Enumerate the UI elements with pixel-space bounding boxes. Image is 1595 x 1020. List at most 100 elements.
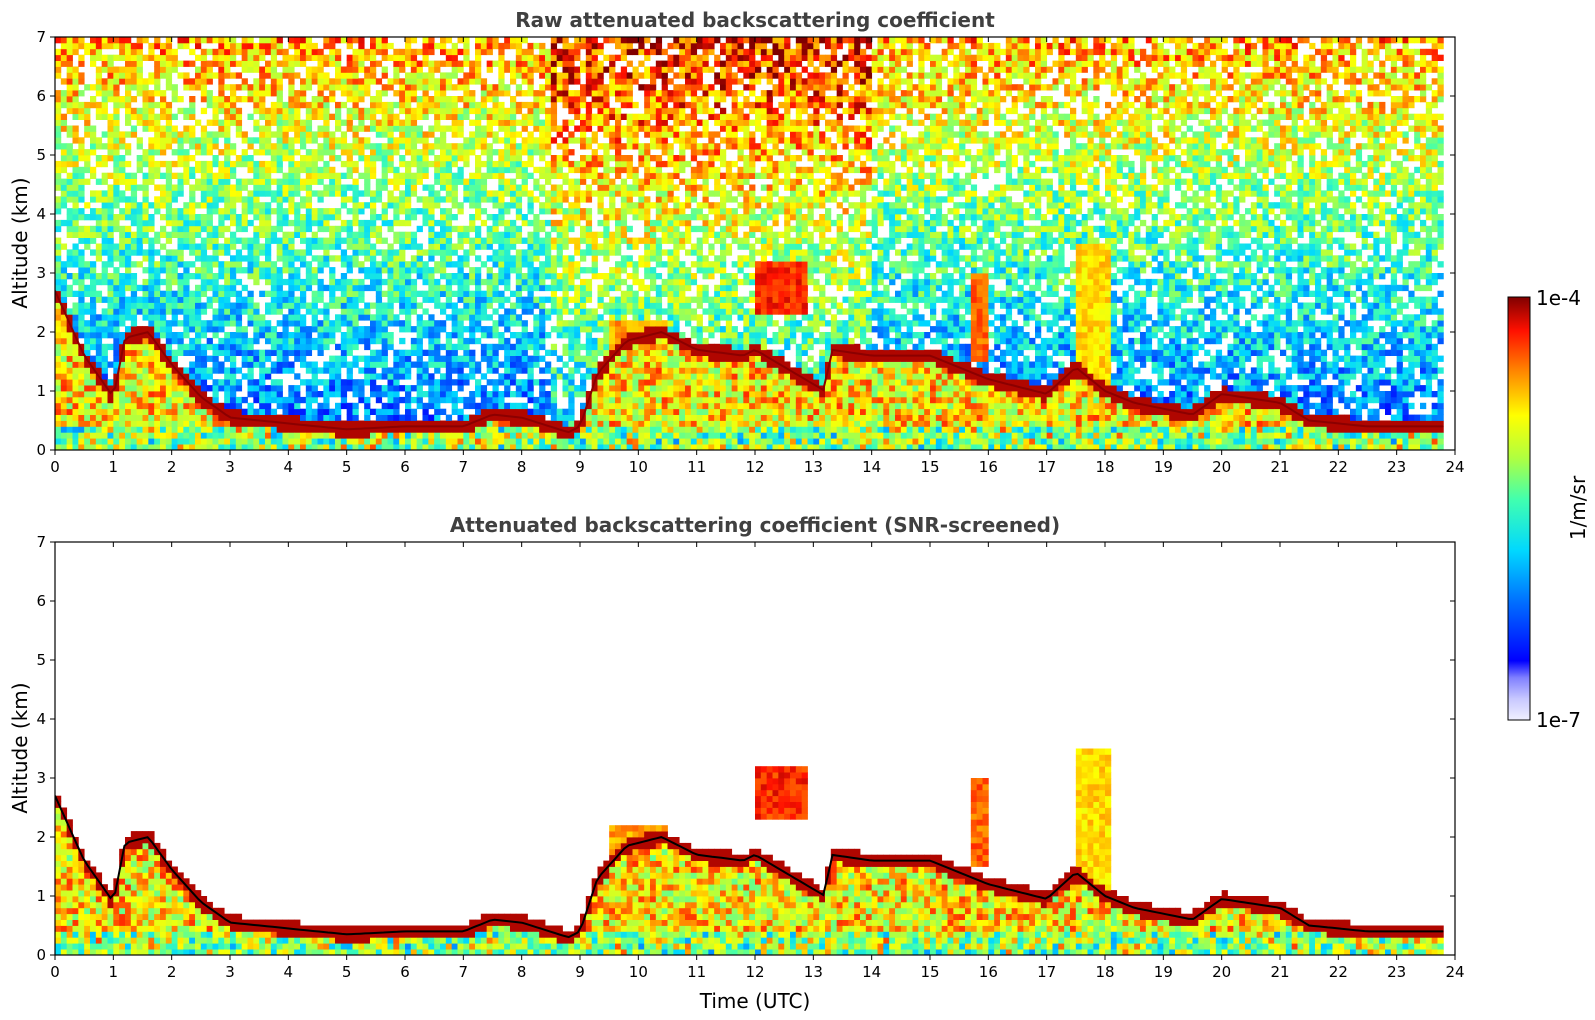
heatmap-cell xyxy=(200,391,208,398)
heatmap-cell xyxy=(568,349,575,356)
heatmap-cell xyxy=(469,438,476,445)
heatmap-cell xyxy=(305,332,313,339)
heatmap-cell xyxy=(235,219,243,227)
heatmap-cell xyxy=(66,355,73,362)
heatmap-cell xyxy=(562,84,569,91)
heatmap-cell xyxy=(288,243,295,250)
heatmap-cell xyxy=(533,438,540,445)
heatmap-cell xyxy=(282,414,289,421)
heatmap-cell xyxy=(119,273,126,280)
heatmap-cell xyxy=(136,113,143,120)
heatmap-cell xyxy=(148,149,155,156)
heatmap-cell xyxy=(451,125,458,132)
heatmap-cell xyxy=(340,308,348,315)
heatmap-cell xyxy=(381,261,388,268)
heatmap-cell xyxy=(95,66,103,73)
heatmap-cell xyxy=(375,96,383,103)
heatmap-cell xyxy=(498,149,505,156)
heatmap-cell xyxy=(498,302,505,309)
heatmap-cell xyxy=(568,414,575,421)
heatmap-cell xyxy=(189,107,196,115)
heatmap-cell xyxy=(311,379,318,386)
heatmap-cell xyxy=(422,149,429,156)
heatmap-cell xyxy=(387,225,394,233)
heatmap-cell xyxy=(72,96,79,103)
heatmap-cell xyxy=(107,314,114,321)
heatmap-cell xyxy=(346,261,353,268)
heatmap-cell xyxy=(130,432,138,439)
heatmap-cell xyxy=(101,202,108,209)
heatmap-cell xyxy=(364,343,371,351)
heatmap-cell xyxy=(463,54,470,61)
heatmap-cell xyxy=(55,438,62,445)
heatmap-cell xyxy=(416,343,423,351)
heatmap-cell xyxy=(78,314,85,321)
heatmap-cell xyxy=(440,125,447,132)
heatmap-cell xyxy=(212,190,219,197)
heatmap-cell xyxy=(305,184,313,191)
heatmap-cell xyxy=(224,131,231,138)
heatmap-cell xyxy=(107,332,114,339)
heatmap-cell xyxy=(282,361,289,368)
heatmap-cell xyxy=(480,432,488,439)
heatmap-cell xyxy=(200,278,208,286)
heatmap-cell xyxy=(265,385,272,392)
heatmap-cell xyxy=(515,273,523,280)
heatmap-cell xyxy=(457,273,464,280)
heatmap-cell xyxy=(288,261,295,268)
heatmap-cell xyxy=(416,149,423,156)
heatmap-cell xyxy=(294,184,301,191)
heatmap-cell xyxy=(510,355,517,362)
heatmap-cell xyxy=(457,78,464,85)
heatmap-cell xyxy=(574,214,581,221)
heatmap-cell xyxy=(78,444,85,450)
heatmap-cell xyxy=(381,414,388,421)
heatmap-cell xyxy=(177,231,184,238)
heatmap-cell xyxy=(90,308,97,315)
heatmap-cell xyxy=(457,60,464,67)
heatmap-cell xyxy=(113,343,120,351)
heatmap-cell xyxy=(95,332,103,339)
heatmap-cell xyxy=(276,219,283,227)
heatmap-cell xyxy=(142,231,149,238)
heatmap-cell xyxy=(247,178,254,185)
heatmap-cell xyxy=(305,302,313,309)
heatmap-cell xyxy=(78,343,85,351)
heatmap-cell xyxy=(206,237,213,244)
heatmap-cell xyxy=(154,267,161,274)
heatmap-cell xyxy=(533,273,540,280)
heatmap-cell xyxy=(148,314,155,321)
heatmap-cell xyxy=(405,438,412,445)
heatmap-cell xyxy=(393,72,400,79)
heatmap-cell xyxy=(486,166,493,174)
heatmap-cell xyxy=(142,343,149,351)
heatmap-cell xyxy=(253,208,260,215)
heatmap-cell xyxy=(527,143,534,150)
heatmap-cell xyxy=(428,160,435,168)
heatmap-cell xyxy=(562,414,569,421)
heatmap-cell xyxy=(329,320,336,327)
heatmap-cell xyxy=(230,444,237,450)
heatmap-cell xyxy=(125,231,132,238)
heatmap-cell xyxy=(562,290,569,297)
heatmap-cell xyxy=(90,414,97,421)
heatmap-cell xyxy=(445,237,453,244)
heatmap-cell xyxy=(294,332,301,339)
heatmap-cell xyxy=(154,420,161,427)
heatmap-cell xyxy=(183,208,190,215)
heatmap-cell xyxy=(399,131,406,138)
heatmap-cell xyxy=(288,332,295,339)
heatmap-cell xyxy=(550,219,558,227)
heatmap-cell xyxy=(294,37,301,44)
heatmap-cell xyxy=(381,337,388,345)
heatmap-cell xyxy=(218,196,225,203)
heatmap-cell xyxy=(370,273,377,280)
heatmap-cell xyxy=(387,385,394,392)
heatmap-cell xyxy=(574,308,581,315)
heatmap-cell xyxy=(235,190,243,197)
heatmap-cell xyxy=(504,160,511,168)
heatmap-cell xyxy=(381,37,388,44)
heatmap-cell xyxy=(562,196,569,203)
heatmap-cell xyxy=(195,396,202,404)
heatmap-cell xyxy=(200,367,208,374)
